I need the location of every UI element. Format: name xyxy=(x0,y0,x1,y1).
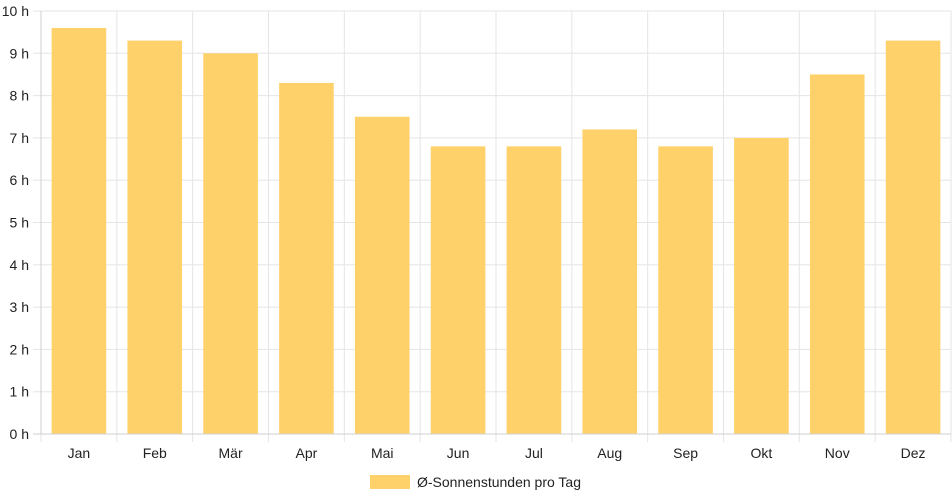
bar-apr[interactable] xyxy=(279,82,334,434)
x-tick-label: Apr xyxy=(296,445,318,461)
bar-okt[interactable] xyxy=(734,137,789,434)
bar-jun[interactable] xyxy=(430,146,486,435)
x-tick-label: Feb xyxy=(143,445,167,461)
y-tick-label: 10 h xyxy=(2,3,29,19)
y-tick-label: 9 h xyxy=(10,45,29,61)
bar-jul[interactable] xyxy=(506,146,562,435)
bar-feb[interactable] xyxy=(127,40,183,435)
y-tick-label: 3 h xyxy=(10,299,29,315)
bar-mär[interactable] xyxy=(203,53,258,435)
y-tick-label: 4 h xyxy=(10,257,29,273)
x-tick-label: Dez xyxy=(901,445,926,461)
y-tick-label: 1 h xyxy=(10,384,29,400)
y-tick-label: 8 h xyxy=(10,88,29,104)
x-tick-label: Jul xyxy=(525,445,543,461)
x-tick-label: Mär xyxy=(219,445,243,461)
legend-label[interactable]: Ø-Sonnenstunden pro Tag xyxy=(417,474,581,490)
x-tick-label: Jun xyxy=(447,445,470,461)
x-tick-label: Aug xyxy=(597,445,622,461)
bar-series xyxy=(51,27,941,435)
x-tick-label: Sep xyxy=(673,445,698,461)
legend[interactable]: Ø-Sonnenstunden pro Tag xyxy=(370,474,581,490)
y-tick-label: 7 h xyxy=(10,130,29,146)
bar-sep[interactable] xyxy=(658,146,713,435)
y-tick-label: 6 h xyxy=(10,172,29,188)
x-tick-label: Mai xyxy=(371,445,394,461)
x-tick-label: Jan xyxy=(68,445,91,461)
y-axis-tick-labels: 0 h 1 h 2 h 3 h 4 h 5 h 6 h 7 h 8 h 9 h 10 h xyxy=(2,3,29,442)
bar-jan[interactable] xyxy=(51,27,107,434)
axes xyxy=(33,11,951,435)
y-tick-label: 0 h xyxy=(10,426,29,442)
bar-aug[interactable] xyxy=(582,129,638,434)
bar-dez[interactable] xyxy=(885,40,941,435)
x-tick-label: Nov xyxy=(825,445,850,461)
legend-swatch[interactable] xyxy=(370,475,410,489)
y-tick-label: 5 h xyxy=(10,215,29,231)
x-axis-tick-labels: Jan Feb Mär Apr Mai Jun Jul Aug Sep Okt Nov Dez xyxy=(68,445,926,461)
bar-mai[interactable] xyxy=(354,116,410,434)
x-tick-label: Okt xyxy=(751,445,773,461)
y-tick-label: 2 h xyxy=(10,341,29,357)
bar-nov[interactable] xyxy=(809,74,865,434)
